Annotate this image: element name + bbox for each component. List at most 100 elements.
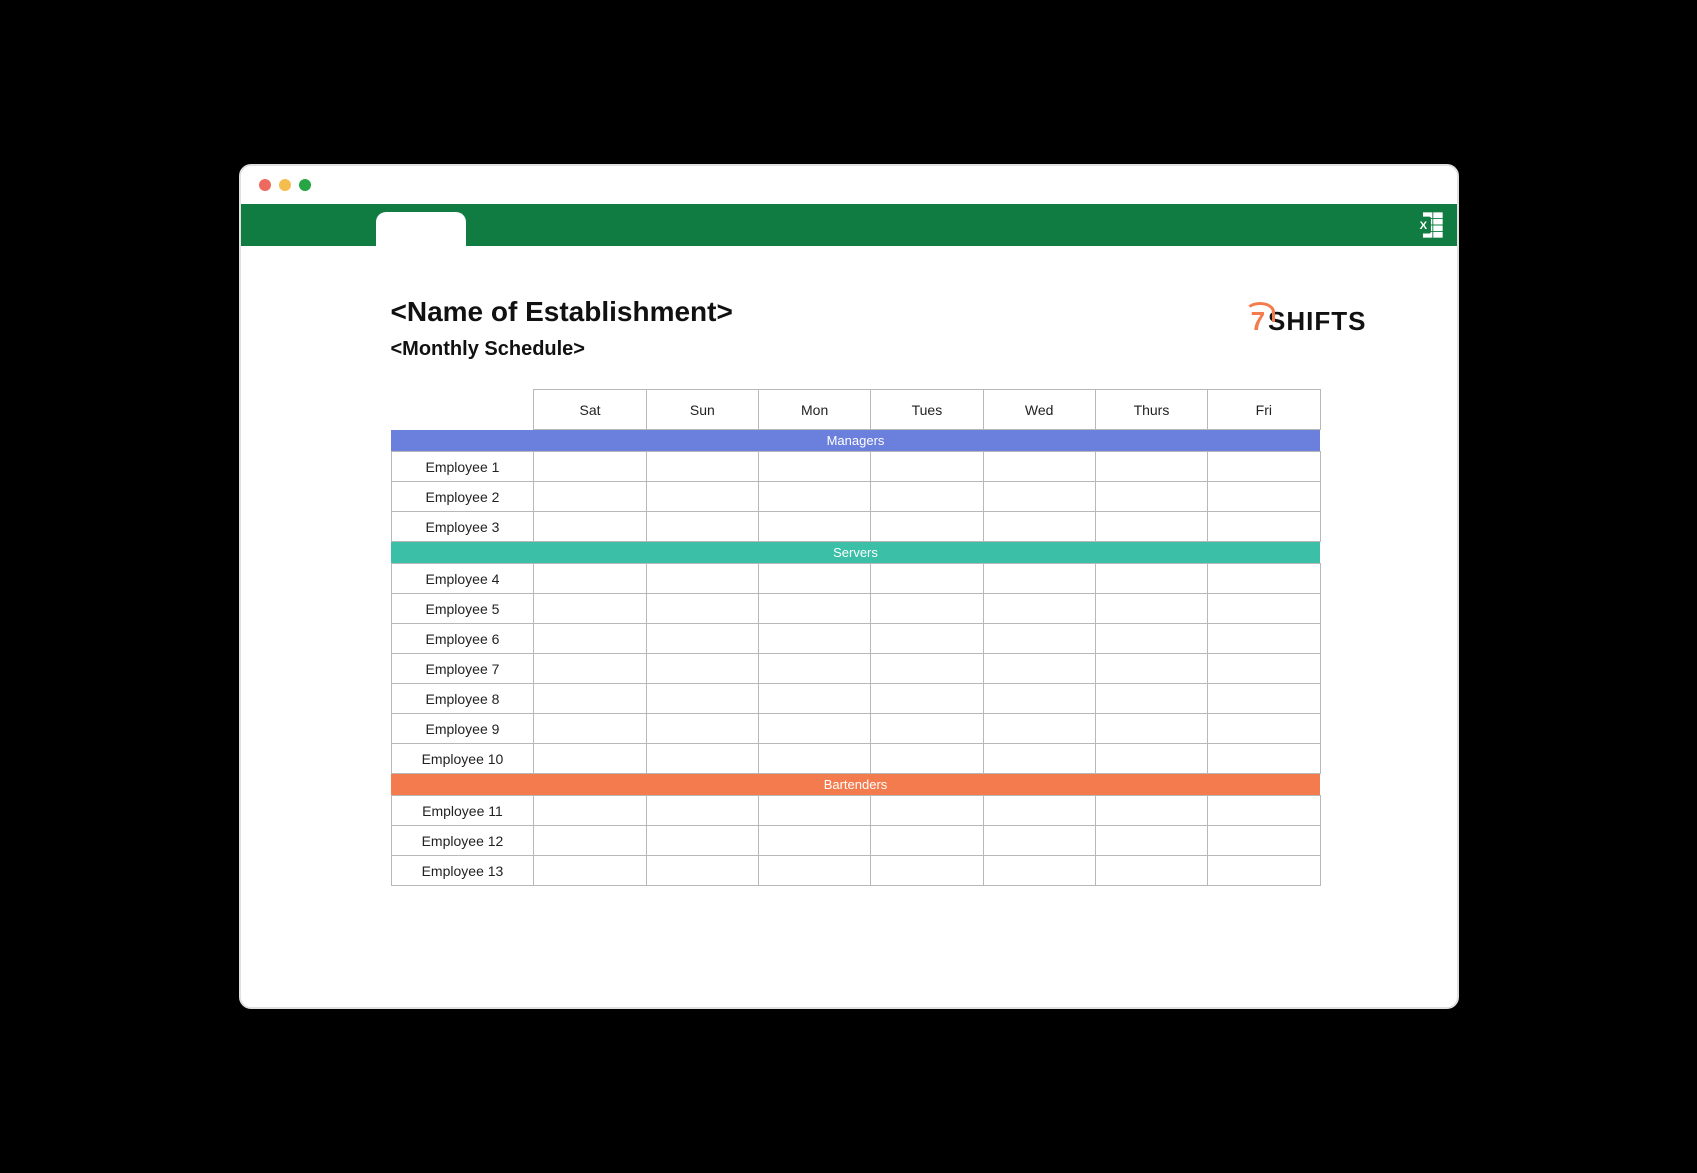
schedule-cell[interactable] [1208, 744, 1320, 774]
schedule-cell[interactable] [646, 624, 758, 654]
schedule-cell[interactable] [646, 452, 758, 482]
schedule-cell[interactable] [1095, 856, 1207, 886]
schedule-cell[interactable] [983, 564, 1095, 594]
schedule-cell[interactable] [646, 482, 758, 512]
schedule-cell[interactable] [1095, 594, 1207, 624]
schedule-cell[interactable] [534, 654, 646, 684]
schedule-cell[interactable] [1095, 654, 1207, 684]
schedule-cell[interactable] [646, 796, 758, 826]
minimize-button[interactable] [279, 179, 291, 191]
schedule-cell[interactable] [1095, 624, 1207, 654]
schedule-cell[interactable] [1095, 452, 1207, 482]
schedule-cell[interactable] [758, 684, 870, 714]
schedule-cell[interactable] [1208, 512, 1320, 542]
schedule-cell[interactable] [1095, 714, 1207, 744]
schedule-cell[interactable] [871, 796, 983, 826]
schedule-cell[interactable] [1208, 564, 1320, 594]
schedule-cell[interactable] [983, 744, 1095, 774]
schedule-cell[interactable] [1095, 512, 1207, 542]
schedule-cell[interactable] [534, 714, 646, 744]
schedule-cell[interactable] [871, 624, 983, 654]
schedule-cell[interactable] [983, 594, 1095, 624]
schedule-cell[interactable] [983, 856, 1095, 886]
schedule-cell[interactable] [758, 796, 870, 826]
schedule-cell[interactable] [758, 564, 870, 594]
employee-name-cell[interactable]: Employee 12 [391, 826, 534, 856]
schedule-cell[interactable] [983, 826, 1095, 856]
employee-name-cell[interactable]: Employee 6 [391, 624, 534, 654]
schedule-cell[interactable] [1095, 826, 1207, 856]
schedule-cell[interactable] [758, 654, 870, 684]
schedule-cell[interactable] [646, 594, 758, 624]
schedule-cell[interactable] [534, 594, 646, 624]
schedule-cell[interactable] [646, 654, 758, 684]
schedule-cell[interactable] [871, 482, 983, 512]
employee-name-cell[interactable]: Employee 5 [391, 594, 534, 624]
employee-name-cell[interactable]: Employee 7 [391, 654, 534, 684]
schedule-cell[interactable] [758, 856, 870, 886]
schedule-cell[interactable] [1208, 796, 1320, 826]
schedule-cell[interactable] [534, 744, 646, 774]
schedule-cell[interactable] [983, 796, 1095, 826]
schedule-cell[interactable] [1208, 826, 1320, 856]
ribbon-active-tab[interactable] [376, 212, 466, 246]
employee-name-cell[interactable]: Employee 1 [391, 452, 534, 482]
employee-name-cell[interactable]: Employee 2 [391, 482, 534, 512]
schedule-cell[interactable] [871, 856, 983, 886]
schedule-cell[interactable] [534, 796, 646, 826]
schedule-cell[interactable] [758, 594, 870, 624]
schedule-cell[interactable] [1208, 714, 1320, 744]
schedule-cell[interactable] [534, 624, 646, 654]
employee-name-cell[interactable]: Employee 13 [391, 856, 534, 886]
schedule-cell[interactable] [1095, 744, 1207, 774]
schedule-cell[interactable] [758, 744, 870, 774]
schedule-cell[interactable] [1095, 564, 1207, 594]
schedule-cell[interactable] [871, 684, 983, 714]
schedule-cell[interactable] [983, 714, 1095, 744]
schedule-cell[interactable] [646, 684, 758, 714]
schedule-cell[interactable] [983, 482, 1095, 512]
schedule-cell[interactable] [871, 654, 983, 684]
schedule-cell[interactable] [758, 512, 870, 542]
schedule-cell[interactable] [1095, 796, 1207, 826]
schedule-cell[interactable] [1095, 684, 1207, 714]
schedule-cell[interactable] [534, 826, 646, 856]
schedule-cell[interactable] [534, 482, 646, 512]
employee-name-cell[interactable]: Employee 3 [391, 512, 534, 542]
schedule-cell[interactable] [871, 452, 983, 482]
zoom-button[interactable] [299, 179, 311, 191]
schedule-cell[interactable] [758, 624, 870, 654]
close-button[interactable] [259, 179, 271, 191]
schedule-cell[interactable] [1208, 624, 1320, 654]
schedule-cell[interactable] [758, 826, 870, 856]
schedule-cell[interactable] [871, 564, 983, 594]
schedule-cell[interactable] [1208, 856, 1320, 886]
schedule-cell[interactable] [983, 684, 1095, 714]
schedule-cell[interactable] [646, 856, 758, 886]
schedule-cell[interactable] [1208, 452, 1320, 482]
schedule-cell[interactable] [1208, 654, 1320, 684]
schedule-cell[interactable] [534, 684, 646, 714]
schedule-cell[interactable] [1208, 482, 1320, 512]
schedule-cell[interactable] [983, 452, 1095, 482]
employee-name-cell[interactable]: Employee 8 [391, 684, 534, 714]
schedule-cell[interactable] [534, 452, 646, 482]
schedule-cell[interactable] [758, 482, 870, 512]
schedule-cell[interactable] [871, 744, 983, 774]
schedule-cell[interactable] [646, 744, 758, 774]
schedule-cell[interactable] [646, 564, 758, 594]
schedule-cell[interactable] [534, 856, 646, 886]
schedule-cell[interactable] [871, 826, 983, 856]
schedule-cell[interactable] [534, 512, 646, 542]
schedule-cell[interactable] [1095, 482, 1207, 512]
schedule-cell[interactable] [758, 714, 870, 744]
schedule-cell[interactable] [1208, 684, 1320, 714]
schedule-cell[interactable] [1208, 594, 1320, 624]
schedule-cell[interactable] [871, 512, 983, 542]
schedule-cell[interactable] [646, 826, 758, 856]
schedule-cell[interactable] [983, 512, 1095, 542]
employee-name-cell[interactable]: Employee 10 [391, 744, 534, 774]
schedule-cell[interactable] [983, 624, 1095, 654]
schedule-cell[interactable] [758, 452, 870, 482]
schedule-cell[interactable] [871, 714, 983, 744]
